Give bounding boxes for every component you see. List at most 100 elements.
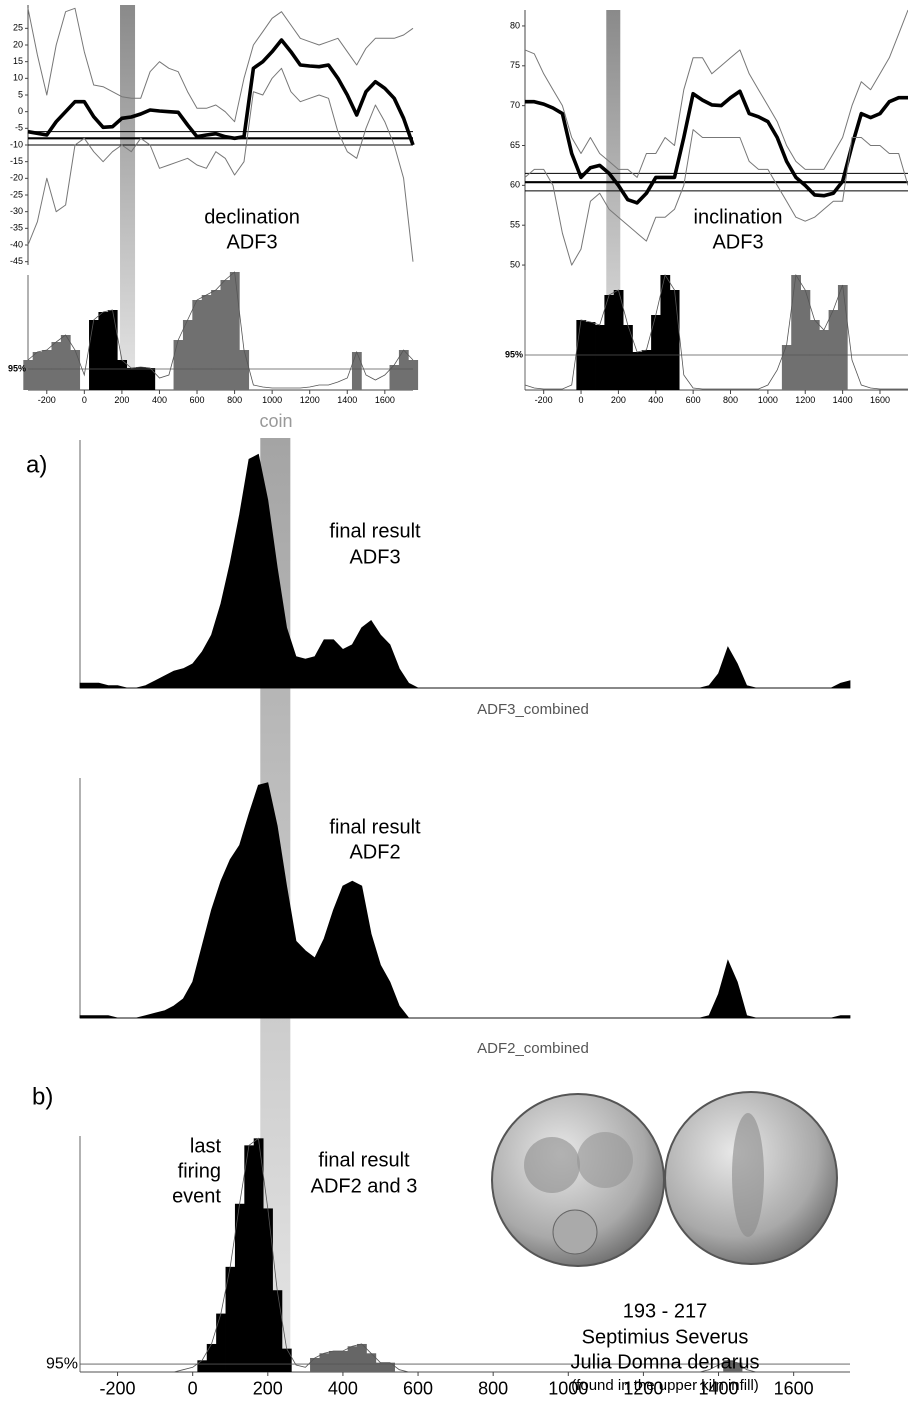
density-bar xyxy=(819,330,829,390)
y-tick-label: -25 xyxy=(10,189,23,199)
density-bar xyxy=(23,360,34,390)
x-tick-label: 1400 xyxy=(699,1378,739,1398)
density-bar xyxy=(669,290,680,390)
y-tick-label: 20 xyxy=(13,39,23,49)
density-line xyxy=(80,1137,850,1373)
y-tick-label: 0 xyxy=(18,106,23,116)
density-bar xyxy=(42,350,52,390)
density-bar xyxy=(220,280,231,390)
x-tick-label: -200 xyxy=(100,1378,136,1398)
y-tick-label: 60 xyxy=(510,180,520,190)
density-bar xyxy=(263,1208,273,1372)
threshold-label: 95% xyxy=(46,1355,78,1372)
x-tick-label: 200 xyxy=(114,395,129,405)
density-bar xyxy=(791,275,801,390)
y-tick-label: 25 xyxy=(13,23,23,33)
x-axis-label: ADF3_combined xyxy=(477,701,589,718)
y-tick-label: 55 xyxy=(510,220,520,230)
x-tick-label: 600 xyxy=(190,395,205,405)
density-bar xyxy=(173,340,184,390)
density-bar xyxy=(135,367,146,390)
threshold-label: 95% xyxy=(505,349,523,359)
curve-line xyxy=(27,7,414,123)
density-bar xyxy=(126,368,137,390)
x-tick-label: 600 xyxy=(686,395,701,405)
density-bar xyxy=(375,1362,386,1372)
density-bar xyxy=(145,368,156,390)
density-area xyxy=(79,782,851,1019)
density-bar xyxy=(613,290,624,390)
density-bar xyxy=(107,310,118,390)
density-bar xyxy=(595,325,605,390)
density-bar xyxy=(192,300,203,390)
density-bar xyxy=(211,290,221,390)
y-tick-label: 50 xyxy=(510,259,520,269)
density-bar xyxy=(244,1145,255,1372)
y-tick-label: -30 xyxy=(10,206,23,216)
density-bar xyxy=(389,365,400,390)
y-tick-label: 15 xyxy=(13,56,23,66)
density-line xyxy=(524,273,908,390)
x-tick-label: 1000 xyxy=(548,1378,588,1398)
density-bar xyxy=(32,352,43,390)
density-bar xyxy=(98,312,109,390)
caption: (found in the upper kiln infill) xyxy=(571,1377,759,1394)
density-bar xyxy=(385,1362,395,1372)
y-tick-label: -10 xyxy=(10,139,23,149)
y-tick-label: -15 xyxy=(10,156,23,166)
y-tick-label: 10 xyxy=(13,73,23,83)
y-tick-label: 5 xyxy=(18,89,23,99)
y-tick-label: 80 xyxy=(510,20,520,30)
density-area xyxy=(79,453,851,689)
density-bar xyxy=(117,360,127,390)
x-tick-label: 1200 xyxy=(795,395,815,405)
density-bar xyxy=(357,1343,367,1372)
x-tick-label: 800 xyxy=(478,1378,508,1398)
density-bar xyxy=(732,1362,743,1372)
panel-label: b) xyxy=(32,1083,53,1110)
density-bar xyxy=(70,350,81,390)
density-bar xyxy=(253,1138,264,1372)
density-bar xyxy=(632,352,643,390)
y-tick-label: -45 xyxy=(10,256,23,266)
x-tick-label: -200 xyxy=(535,395,553,405)
density-bar xyxy=(272,1290,283,1372)
chart-title: inclination xyxy=(694,206,783,228)
curve-line xyxy=(524,129,908,266)
annotation: last xyxy=(190,1135,222,1157)
y-tick-label: -5 xyxy=(15,123,23,133)
density-bar xyxy=(828,310,839,390)
density-bar xyxy=(328,1350,339,1372)
chart-title: ADF3 xyxy=(226,231,277,253)
x-tick-label: 400 xyxy=(328,1378,358,1398)
annotation: ADF2 and 3 xyxy=(311,1175,418,1197)
density-bar xyxy=(234,1203,245,1372)
density-bar xyxy=(216,1313,226,1372)
density-bar xyxy=(182,320,193,390)
x-tick-label: 200 xyxy=(253,1378,283,1398)
x-tick-label: 1200 xyxy=(300,395,320,405)
x-tick-label: 800 xyxy=(723,395,738,405)
density-bar xyxy=(623,325,633,390)
density-bar xyxy=(229,272,240,390)
annotation: firing xyxy=(178,1160,221,1182)
x-tick-label: 1400 xyxy=(337,395,357,405)
threshold-label: 95% xyxy=(8,363,26,373)
x-tick-label: 1000 xyxy=(262,395,282,405)
caption: Julia Domna denarus xyxy=(571,1351,760,1373)
density-bar xyxy=(281,1348,292,1372)
x-tick-label: 1000 xyxy=(758,395,778,405)
date-band xyxy=(120,5,136,390)
density-bar xyxy=(585,322,596,390)
panel-label: a) xyxy=(26,451,47,478)
x-tick-label: 1400 xyxy=(833,395,853,405)
y-tick-label: -20 xyxy=(10,173,23,183)
density-bar xyxy=(651,315,661,390)
curve-line xyxy=(525,89,908,205)
coin-images xyxy=(491,1091,838,1267)
density-bar xyxy=(89,320,99,390)
density-bar xyxy=(408,360,419,390)
x-tick-label: 1600 xyxy=(375,395,395,405)
coin-portrait xyxy=(524,1137,580,1193)
